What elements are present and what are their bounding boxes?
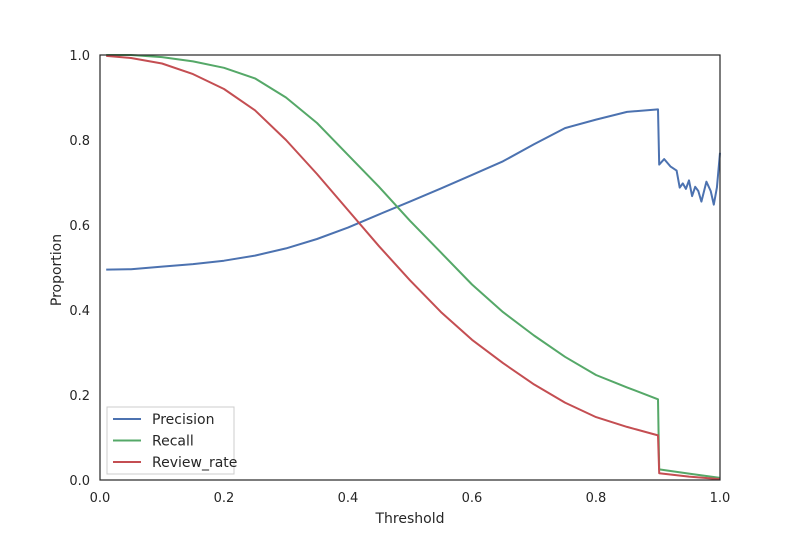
y-tick-label: 0.6 <box>69 219 90 234</box>
x-tick-label: 1.0 <box>710 491 731 506</box>
x-tick-label: 0.6 <box>462 491 483 506</box>
y-tick-label: 0.4 <box>69 304 90 319</box>
y-tick-label: 0.8 <box>69 134 90 149</box>
y-tick-label: 0.0 <box>69 474 90 489</box>
x-tick-label: 0.2 <box>214 491 235 506</box>
y-axis-label: Proportion <box>49 234 65 306</box>
x-tick-label: 0.4 <box>338 491 359 506</box>
series-line-review-rate <box>106 54 721 481</box>
legend: Precision Recall Review_rate <box>106 406 237 475</box>
x-tick-label: 0.0 <box>90 491 111 506</box>
y-tick-label: 1.0 <box>69 49 90 64</box>
legend-label: Precision <box>152 412 214 428</box>
legend-label: Recall <box>152 434 194 450</box>
x-ticks: 0.0 0.2 0.4 0.6 0.8 1.0 <box>90 491 731 506</box>
y-ticks: 0.0 0.2 0.4 0.6 0.8 1.0 <box>69 49 90 489</box>
series-line-recall <box>106 54 721 479</box>
series-line-precision <box>106 108 721 271</box>
plot-frame <box>99 54 721 481</box>
x-axis-label: Threshold <box>375 511 445 527</box>
legend-label: Review_rate <box>152 455 237 471</box>
x-tick-label: 0.8 <box>586 491 607 506</box>
plot-lines <box>106 54 721 481</box>
y-tick-label: 0.2 <box>69 389 90 404</box>
